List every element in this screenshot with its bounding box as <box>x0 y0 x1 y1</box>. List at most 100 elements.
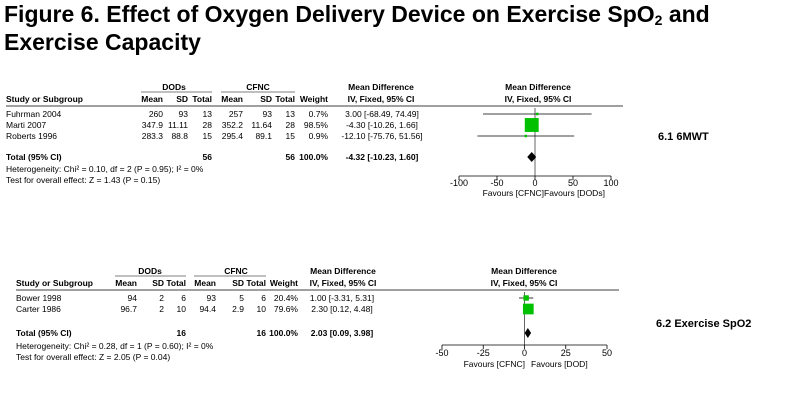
total-n1: 56 <box>203 152 213 162</box>
study-name: Carter 1986 <box>16 304 61 314</box>
x-tick-label: 0 <box>532 178 537 188</box>
study-sd1: 2 <box>159 293 164 303</box>
total-weight: 100.0% <box>299 152 328 162</box>
study-header: Study or Subgroup <box>6 94 83 104</box>
sd1-header: SD <box>176 94 188 104</box>
study-square <box>524 118 539 132</box>
study-n1: 15 <box>203 131 213 141</box>
group1-header: DODs <box>138 266 162 276</box>
study-sd2: 89.1 <box>255 131 272 141</box>
study-n1: 13 <box>203 109 213 119</box>
pooled-diamond <box>524 328 532 338</box>
study-mean1: 260 <box>149 109 163 119</box>
total2-header: Total <box>275 94 295 104</box>
sd1-header: SD <box>152 278 164 288</box>
study-n1: 10 <box>177 304 187 314</box>
total-label: Total (95% CI) <box>6 152 62 162</box>
study-square <box>536 112 539 116</box>
study-name: Fuhrman 2004 <box>6 109 62 119</box>
study-sd2: 93 <box>263 109 273 119</box>
study-sd2: 2.9 <box>232 304 244 314</box>
group1-header: DODs <box>162 82 186 92</box>
mean1-header: Mean <box>115 278 137 288</box>
study-name: Roberts 1996 <box>6 131 57 141</box>
panel-label-exercise-spo2: 6.2 Exercise SpO2 <box>656 318 752 330</box>
total-ci: 2.03 [0.09, 3.98] <box>311 328 374 338</box>
sd2-header: SD <box>232 278 244 288</box>
study-n2: 28 <box>286 120 296 130</box>
method-header: IV, Fixed, 95% CI <box>348 94 415 104</box>
study-weight: 0.9% <box>309 131 329 141</box>
sd2-header: SD <box>260 94 272 104</box>
study-n1: 6 <box>181 293 186 303</box>
x-tick-label: 50 <box>568 178 578 188</box>
study-mean2: 93 <box>207 293 217 303</box>
study-n2: 6 <box>261 293 266 303</box>
study-sd1: 88.8 <box>171 131 188 141</box>
study-n2: 13 <box>286 109 296 119</box>
x-tick-label: -100 <box>450 178 468 188</box>
study-weight: 0.7% <box>309 109 329 119</box>
md-plot-header: Mean Difference <box>505 82 571 92</box>
weight-header: Weight <box>300 94 328 104</box>
study-mean1: 347.9 <box>142 120 164 130</box>
study-sd1: 93 <box>179 109 189 119</box>
method-plot-header: IV, Fixed, 95% CI <box>491 278 558 288</box>
overall-effect-text: Test for overall effect: Z = 2.05 (P = 0… <box>16 352 170 362</box>
total-n2: 56 <box>286 152 296 162</box>
x-tick-label: 100 <box>603 178 618 188</box>
study-header: Study or Subgroup <box>16 278 93 288</box>
study-weight: 20.4% <box>274 293 299 303</box>
study-mean1: 94 <box>128 293 138 303</box>
study-mean1: 283.3 <box>142 131 164 141</box>
panel-label-6mwt: 6.1 6MWT <box>658 131 709 143</box>
favours-left-label: Favours [CFNC] <box>464 359 525 369</box>
study-name: Bower 1998 <box>16 293 62 303</box>
favours-right-label: Favours [DOD] <box>531 359 588 369</box>
x-tick-label: -50 <box>435 348 448 358</box>
study-square <box>523 295 529 301</box>
forest-plot-6mwt: DODs CFNC Mean Difference Mean Difference St… <box>6 82 623 198</box>
total2-header: Total <box>246 278 266 288</box>
study-sd1: 2 <box>159 304 164 314</box>
heterogeneity-text: Heterogeneity: Chi² = 0.28, df = 1 (P = … <box>16 341 214 351</box>
x-tick-label: -25 <box>477 348 490 358</box>
mean2-header: Mean <box>194 278 216 288</box>
study-mean2: 94.4 <box>199 304 216 314</box>
study-ci: -12.10 [-75.76, 51.56] <box>341 131 422 141</box>
total-weight: 100.0% <box>269 328 298 338</box>
md-header: Mean Difference <box>310 266 376 276</box>
study-name: Marti 2007 <box>6 120 46 130</box>
study-sd1: 11.11 <box>168 120 188 130</box>
weight-header: Weight <box>270 278 298 288</box>
total1-header: Total <box>166 278 186 288</box>
title-tail: and <box>662 1 710 27</box>
x-tick-label: -50 <box>490 178 503 188</box>
overall-effect-text: Test for overall effect: Z = 1.43 (P = 0… <box>6 175 160 185</box>
pooled-diamond <box>527 152 537 162</box>
title-main: Figure 6. Effect of Oxygen Delivery Devi… <box>4 1 655 27</box>
x-tick-label: 0 <box>522 348 527 358</box>
study-square <box>522 303 534 315</box>
study-mean2: 295.4 <box>222 131 244 141</box>
total-n1: 16 <box>177 328 187 338</box>
group2-header: CFNC <box>246 82 270 92</box>
figure-title: Figure 6. Effect of Oxygen Delivery Devi… <box>4 2 799 55</box>
total1-header: Total <box>192 94 212 104</box>
x-tick-label: 25 <box>561 348 571 358</box>
total-n2: 16 <box>257 328 267 338</box>
forest-plot-exercise-spo2: DODs CFNC Mean Difference Mean Difference St… <box>16 266 619 369</box>
study-mean2: 257 <box>229 109 243 119</box>
favours-right-label: Favours [DODs] <box>544 188 605 198</box>
study-sd2: 5 <box>239 293 244 303</box>
study-mean2: 352.2 <box>222 120 244 130</box>
study-sd2: 11.64 <box>251 120 272 130</box>
favours-left-label: Favours [CFNC] <box>483 188 544 198</box>
method-header: IV, Fixed, 95% CI <box>310 278 377 288</box>
group2-header: CFNC <box>224 266 248 276</box>
study-n1: 28 <box>203 120 213 130</box>
study-n2: 10 <box>257 304 267 314</box>
study-n2: 15 <box>286 131 296 141</box>
md-header: Mean Difference <box>348 82 414 92</box>
mean2-header: Mean <box>221 94 243 104</box>
